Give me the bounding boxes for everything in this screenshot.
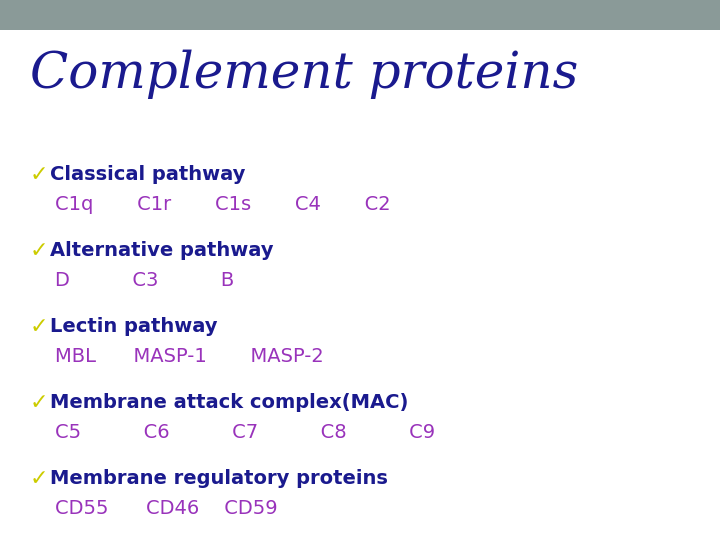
Text: C1q       C1r       C1s       C4       C2: C1q C1r C1s C4 C2: [55, 195, 391, 214]
Text: ✓: ✓: [30, 241, 49, 261]
Text: ✓: ✓: [30, 165, 49, 185]
Text: C5          C6          C7          C8          C9: C5 C6 C7 C8 C9: [55, 423, 435, 442]
Text: Membrane regulatory proteins: Membrane regulatory proteins: [50, 469, 388, 488]
Bar: [0, 0, 720, 30]
Text: ✓: ✓: [30, 393, 49, 413]
Text: Complement proteins: Complement proteins: [30, 50, 578, 99]
Text: Lectin pathway: Lectin pathway: [50, 317, 217, 336]
Text: CD55      CD46    CD59: CD55 CD46 CD59: [55, 499, 278, 518]
Text: Classical pathway: Classical pathway: [50, 165, 246, 184]
Text: ✓: ✓: [30, 469, 49, 489]
Text: Membrane attack complex(MAC): Membrane attack complex(MAC): [50, 393, 408, 412]
Text: MBL      MASP-1       MASP-2: MBL MASP-1 MASP-2: [55, 347, 324, 366]
Text: ✓: ✓: [30, 317, 49, 337]
Text: D          C3          B: D C3 B: [55, 271, 234, 290]
Text: Alternative pathway: Alternative pathway: [50, 241, 274, 260]
